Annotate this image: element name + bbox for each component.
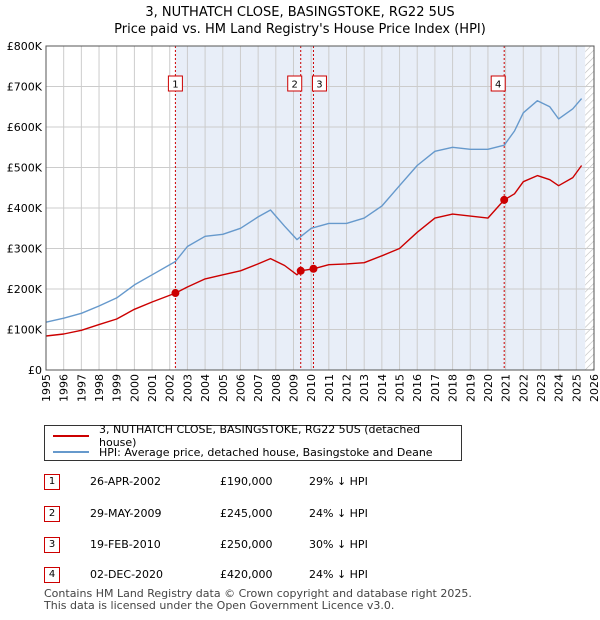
x-tick-label: 1996 [58, 374, 71, 402]
y-tick-label: £600K [7, 121, 43, 134]
transaction-price: £420,000 [220, 568, 273, 581]
x-tick-label: 2026 [588, 374, 600, 402]
x-tick-label: 2020 [482, 374, 495, 402]
x-tick-label: 2017 [429, 374, 442, 402]
transaction-price: £190,000 [220, 475, 273, 488]
x-tick-label: 2007 [252, 374, 265, 402]
chart-title: 3, NUTHATCH CLOSE, BASINGSTOKE, RG22 5US [145, 5, 455, 20]
chart-title-block: 3, NUTHATCH CLOSE, BASINGSTOKE, RG22 5US… [0, 4, 600, 38]
x-tick-label: 2002 [164, 374, 177, 402]
transaction-badge [311, 75, 327, 92]
x-tick-label: 2009 [287, 374, 300, 402]
transaction-date: 19-FEB-2010 [90, 538, 161, 551]
transaction-hpi-diff: 30% ↓ HPI [309, 538, 368, 551]
legend: 3, NUTHATCH CLOSE, BASINGSTOKE, RG22 5US… [44, 423, 462, 461]
x-tick-label: 2014 [376, 374, 389, 402]
transaction-marker [309, 264, 318, 273]
y-tick-label: £100K [7, 324, 43, 337]
x-tick-label: 2023 [535, 374, 548, 402]
transaction-badge [167, 75, 183, 92]
y-tick-label: £400K [7, 202, 43, 215]
x-tick-label: 2012 [341, 374, 354, 402]
transaction-badge-label: 1 [172, 80, 178, 91]
y-tick-label: £0 [28, 364, 42, 377]
series-line-property [45, 165, 583, 337]
x-tick-label: 2016 [411, 374, 424, 402]
legend-swatch-property [53, 435, 89, 437]
price-chart: £0 £100K £200K £300K £400K £500K £600K £700K £80… [7, 40, 600, 402]
x-tick-label: 2003 [181, 374, 194, 402]
x-tick-label: 1999 [111, 374, 124, 402]
transaction-badge [490, 75, 506, 92]
table-row: 3 19-FEB-2010 £250,000 30% ↓ HPI [44, 537, 444, 555]
x-tick-label: 2004 [199, 374, 212, 402]
table-row: 4 02-DEC-2020 £420,000 24% ↓ HPI [44, 567, 444, 585]
x-tick-label: 2010 [305, 374, 318, 402]
transaction-date: 26-APR-2002 [90, 475, 162, 488]
x-tick-label: 2013 [358, 374, 371, 402]
x-tick-label: 2018 [447, 374, 460, 402]
x-tick-label: 2019 [464, 374, 477, 402]
transaction-number: 4 [44, 567, 60, 583]
transaction-number: 1 [44, 474, 60, 490]
y-tick-label: £500K [7, 162, 43, 175]
footer-licence: This data is licensed under the Open Gov… [44, 599, 395, 612]
legend-item-property: 3, NUTHATCH CLOSE, BASINGSTOKE, RG22 5US… [53, 423, 461, 449]
legend-label-property: 3, NUTHATCH CLOSE, BASINGSTOKE, RG22 5US… [99, 423, 421, 449]
transaction-badge-label: 2 [292, 80, 298, 91]
y-tick-label: £200K [7, 283, 43, 296]
transaction-badge-label: 4 [495, 80, 501, 91]
x-tick-label: 2001 [146, 374, 159, 402]
x-tick-label: 2024 [553, 374, 566, 402]
table-row: 1 26-APR-2002 £190,000 29% ↓ HPI [44, 474, 444, 492]
x-tick-label: 2022 [517, 374, 530, 402]
transaction-date: 02-DEC-2020 [90, 568, 164, 581]
x-tick-label: 2021 [500, 374, 513, 402]
transaction-marker [171, 289, 180, 298]
y-tick-label: £300K [7, 243, 43, 256]
y-tick-label: £700K [7, 81, 43, 94]
table-row: 2 29-MAY-2009 £245,000 24% ↓ HPI [44, 506, 444, 524]
transaction-hpi-diff: 24% ↓ HPI [309, 507, 368, 520]
legend-label-hpi: HPI: Average price, detached house, Basi… [99, 445, 433, 459]
chart-subtitle: Price paid vs. HM Land Registry's House … [114, 22, 486, 37]
transaction-number: 3 [44, 537, 60, 553]
x-tick-label: 1995 [40, 374, 53, 402]
x-tick-label: 2011 [323, 374, 336, 402]
transaction-price: £250,000 [220, 538, 273, 551]
x-tick-label: 2025 [570, 374, 583, 402]
y-tick-label: £800K [7, 40, 43, 53]
x-tick-label: 2008 [270, 374, 283, 402]
transaction-date: 29-MAY-2009 [90, 507, 162, 520]
x-tick-label: 2005 [217, 374, 230, 402]
x-tick-label: 1998 [93, 374, 106, 402]
transaction-badge [287, 75, 303, 92]
legend-swatch-hpi [53, 451, 89, 453]
x-tick-label: 2006 [234, 374, 247, 402]
transaction-price: £245,000 [220, 507, 273, 520]
series-line-hpi [45, 98, 583, 323]
transaction-hpi-diff: 29% ↓ HPI [309, 475, 368, 488]
legend-item-hpi: HPI: Average price, detached house, Basi… [53, 444, 433, 460]
transaction-badge-label: 3 [316, 80, 322, 91]
x-tick-label: 2000 [128, 374, 141, 402]
x-tick-label: 2015 [394, 374, 407, 402]
footer: Contains HM Land Registry data © Crown c… [44, 588, 472, 612]
transaction-marker [500, 195, 509, 204]
transaction-marker [296, 266, 305, 275]
footer-copyright: Contains HM Land Registry data © Crown c… [44, 587, 472, 600]
transaction-hpi-diff: 24% ↓ HPI [309, 568, 368, 581]
plot-border [45, 45, 595, 371]
transaction-number: 2 [44, 506, 60, 522]
x-tick-label: 1997 [75, 374, 88, 402]
